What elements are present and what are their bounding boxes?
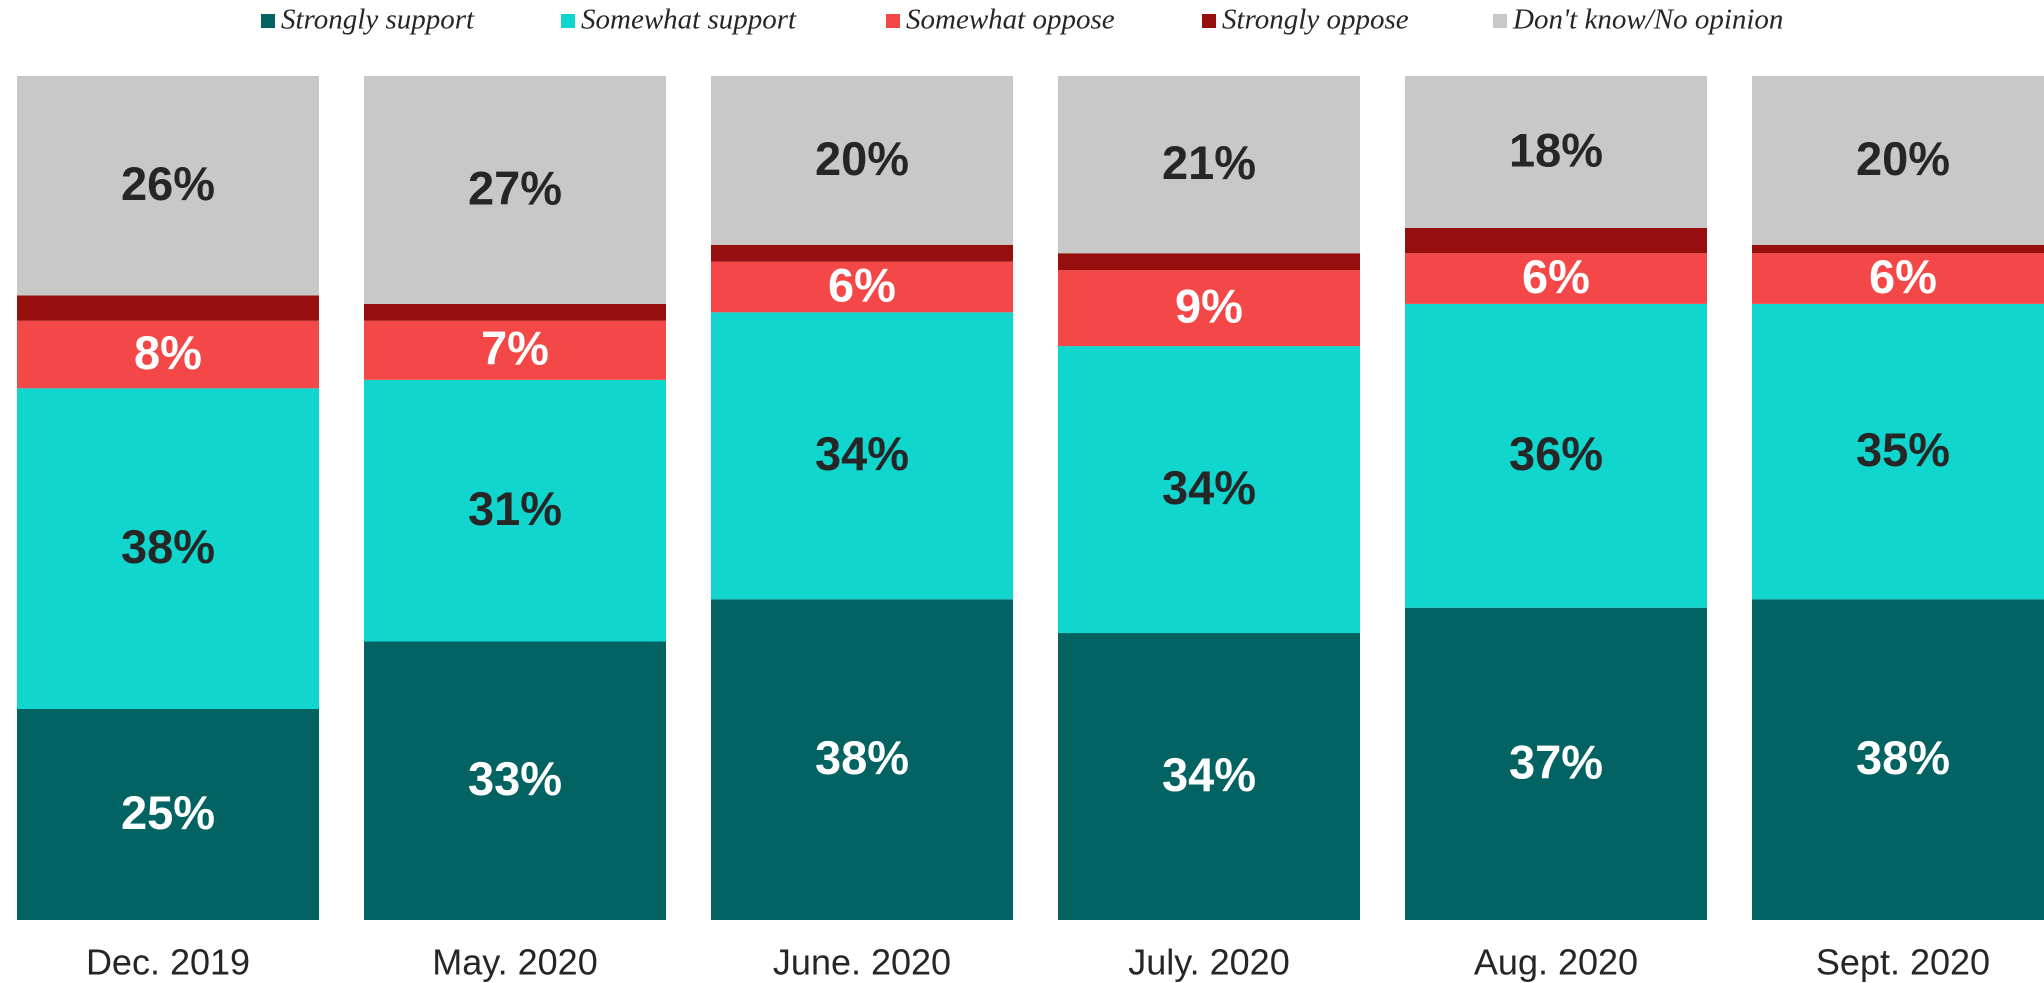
value-label: 36% — [1509, 427, 1603, 480]
bar-segment — [1058, 270, 1360, 347]
bar-segment — [1752, 253, 2044, 304]
value-label: 27% — [468, 161, 562, 214]
bar-segment — [711, 244, 1013, 262]
value-label: 38% — [1856, 731, 1950, 784]
value-label: 38% — [121, 520, 215, 573]
value-label: 25% — [121, 786, 215, 839]
legend-label: Strongly oppose — [1222, 4, 1409, 36]
value-label: 21% — [1162, 136, 1256, 189]
bar-segment — [711, 599, 1013, 920]
bar-segment — [364, 76, 666, 304]
bar-segment — [1405, 76, 1707, 228]
bar-segment — [364, 379, 666, 642]
value-label: 20% — [815, 132, 909, 185]
value-label: 18% — [1509, 123, 1603, 176]
bar-segment — [1752, 303, 2044, 600]
bar-segment — [1752, 244, 2044, 254]
bar-segment — [711, 312, 1013, 600]
x-tick-label: July. 2020 — [1128, 942, 1289, 983]
legend-label: Don't know/No opinion — [1512, 4, 1783, 36]
bar-segment — [711, 261, 1013, 313]
bar-segment — [17, 320, 319, 389]
value-label: 34% — [815, 427, 909, 480]
bar-segment — [1752, 76, 2044, 245]
value-label: 20% — [1856, 132, 1950, 185]
value-label: 34% — [1162, 748, 1256, 801]
value-label: 9% — [1175, 280, 1243, 333]
value-label: 6% — [1522, 250, 1590, 303]
bar-segment — [17, 76, 319, 296]
legend-swatch — [886, 14, 900, 28]
value-label: 34% — [1162, 461, 1256, 514]
value-label: 6% — [1869, 250, 1937, 303]
value-label: 37% — [1509, 735, 1603, 788]
x-tick-label: June. 2020 — [773, 942, 951, 983]
value-label: 7% — [481, 322, 549, 375]
legend-swatch — [261, 14, 275, 28]
value-label: 6% — [828, 258, 896, 311]
legend-label: Somewhat oppose — [906, 4, 1115, 36]
bar-segment — [1058, 633, 1360, 920]
value-label: 33% — [468, 752, 562, 805]
bar-segment — [364, 641, 666, 920]
bar-segment — [1058, 253, 1360, 271]
legend-swatch — [1202, 14, 1216, 28]
bar-segment — [1405, 253, 1707, 304]
bar-segment — [364, 320, 666, 380]
x-tick-label: Sept. 2020 — [1816, 942, 1990, 983]
bar-segment — [1405, 607, 1707, 920]
bar-segment — [1058, 346, 1360, 634]
legend-swatch — [561, 14, 575, 28]
legend-label: Strongly support — [281, 4, 475, 36]
legend-label: Somewhat support — [581, 4, 797, 36]
bar-segment — [1405, 303, 1707, 608]
bar-segment — [1752, 599, 2044, 920]
bar-segment — [17, 709, 319, 920]
value-label: 35% — [1856, 423, 1950, 476]
bar-segment — [1058, 76, 1360, 254]
value-label: 26% — [121, 157, 215, 210]
bar-segment — [17, 388, 319, 709]
bar-segment — [17, 295, 319, 321]
x-tick-label: Dec. 2019 — [86, 942, 250, 983]
bar-segment — [1405, 227, 1707, 254]
legend-swatch — [1493, 14, 1507, 28]
bar-segment — [711, 76, 1013, 245]
x-tick-label: Aug. 2020 — [1474, 942, 1638, 983]
value-label: 38% — [815, 731, 909, 784]
bar-segment — [364, 303, 666, 321]
value-label: 31% — [468, 482, 562, 535]
value-label: 8% — [134, 326, 202, 379]
x-tick-label: May. 2020 — [432, 942, 597, 983]
